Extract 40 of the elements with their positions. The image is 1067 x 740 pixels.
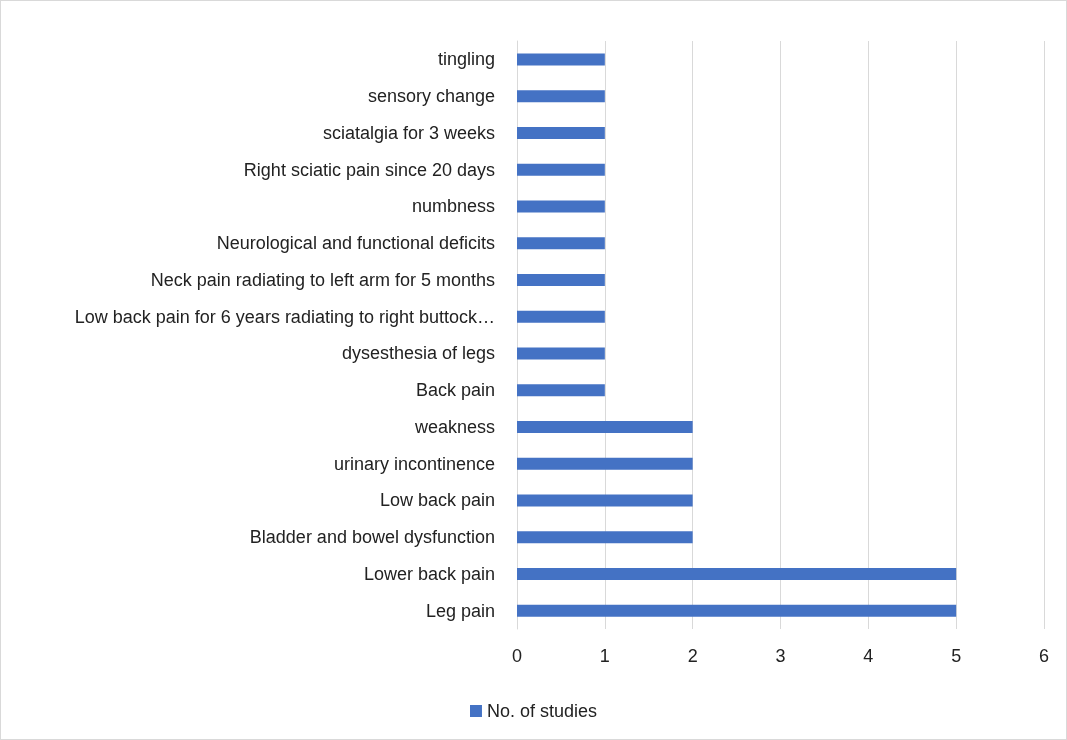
y-tick-label: Neurological and functional deficits	[216, 233, 495, 254]
y-tick-label: Low back pain	[379, 490, 495, 511]
y-tick-label: Leg pain	[425, 600, 495, 621]
bar	[517, 531, 693, 544]
x-tick-label: 0	[511, 646, 523, 666]
bar	[517, 347, 605, 360]
x-tick-label: 2	[687, 646, 698, 666]
bar	[517, 310, 605, 323]
bar	[517, 126, 605, 139]
bar	[517, 420, 693, 433]
legend-label: No. of studies	[486, 701, 598, 721]
y-tick-label: Right sciatic pain since 20 days	[243, 159, 495, 180]
bar	[517, 90, 605, 103]
y-tick-label: urinary incontinence	[333, 453, 495, 474]
y-tick-label: Neck pain radiating to left arm for 5 months	[150, 269, 495, 290]
x-tick-label: 1	[599, 646, 610, 666]
y-tick-label: Bladder and bowel dysfunction	[249, 527, 495, 548]
y-tick-label: Back pain	[415, 380, 495, 401]
x-tick-label: 5	[951, 646, 962, 666]
bar	[517, 237, 605, 250]
y-tick-label: Low back pain for 6 years radiating to right buttock…	[74, 306, 495, 327]
bar	[517, 384, 605, 397]
y-tick-label: Lower back pain	[363, 563, 495, 584]
y-tick-label: numbness	[411, 196, 495, 217]
bar	[517, 567, 957, 580]
y-tick-label: sciatalgia for 3 weeks	[322, 122, 495, 143]
y-tick-label: tingling	[437, 49, 495, 70]
y-tick-label: weakness	[413, 416, 495, 437]
y-tick-label: sensory change	[367, 86, 495, 107]
bar	[517, 53, 605, 66]
x-tick-label: 4	[863, 646, 874, 666]
bar	[517, 273, 605, 286]
x-tick-label: 3	[775, 646, 786, 666]
bar	[517, 163, 605, 176]
bar	[517, 200, 605, 213]
bar	[517, 457, 693, 470]
bar	[517, 494, 693, 507]
x-tick-label: 6	[1038, 646, 1050, 666]
y-tick-label: dysesthesia of legs	[341, 343, 495, 364]
bar	[517, 604, 957, 617]
